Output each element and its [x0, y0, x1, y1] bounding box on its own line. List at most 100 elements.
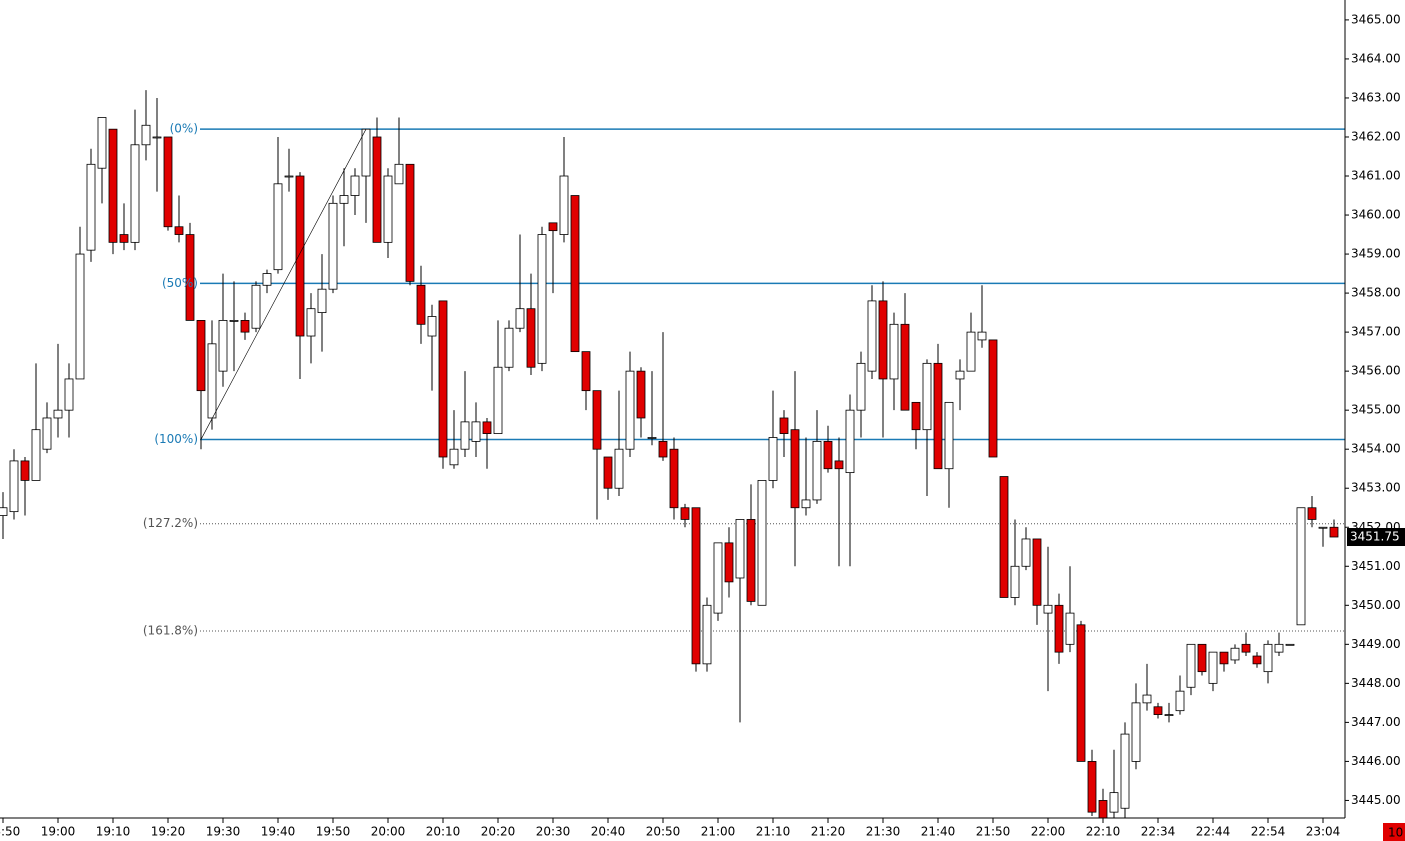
candle-body	[966, 331, 976, 372]
candle-body	[1109, 792, 1119, 813]
y-tick-label: 3447.00	[1351, 715, 1401, 729]
y-tick-label: 3458.00	[1351, 286, 1401, 300]
candle-body	[1274, 643, 1284, 653]
y-tick-label: 3460.00	[1351, 208, 1401, 222]
candle-body	[955, 370, 965, 380]
candle-body	[570, 195, 580, 353]
candle-body	[273, 183, 283, 271]
candle-body	[394, 163, 404, 185]
candle-body	[1142, 694, 1152, 704]
x-tick-label: 19:00	[41, 825, 76, 839]
candle-body	[1098, 800, 1108, 818]
candle-body	[889, 323, 899, 380]
candle-body	[449, 448, 459, 466]
candle-body	[97, 117, 107, 169]
candle-body	[86, 163, 96, 251]
candle-body	[196, 320, 206, 392]
x-tick-label: 19:30	[206, 825, 241, 839]
candle-body	[735, 519, 745, 579]
candle-body	[460, 421, 470, 450]
candle-body	[1164, 714, 1174, 716]
candle-body	[383, 175, 393, 243]
y-tick-label: 3461.00	[1351, 169, 1401, 183]
candle-body	[1329, 526, 1339, 538]
trendline	[200, 129, 367, 440]
x-tick-label: 21:40	[921, 825, 956, 839]
candle-body	[141, 124, 151, 146]
corner-box	[1383, 823, 1405, 841]
candle-body	[691, 507, 701, 665]
candle-body	[108, 128, 118, 243]
candle-body	[911, 401, 921, 431]
candle-body	[306, 308, 316, 337]
last-price-box	[1347, 528, 1405, 547]
x-tick-label: 20:20	[481, 825, 516, 839]
candle-body	[1296, 507, 1306, 626]
candle-body	[0, 507, 8, 516]
candle-body	[559, 175, 569, 235]
candle-body	[416, 284, 426, 325]
plot-area	[0, 90, 1345, 818]
corner-label: 10	[1388, 826, 1403, 840]
x-tick-label: 23:04	[1306, 825, 1341, 839]
x-tick-label: 22:54	[1251, 825, 1286, 839]
candle-body	[218, 320, 228, 372]
candle-body	[1219, 651, 1229, 665]
x-tick-label: 20:50	[646, 825, 681, 839]
candle-body	[9, 460, 19, 513]
x-tick-label: 21:20	[811, 825, 846, 839]
candle-body	[669, 448, 679, 509]
x-tick-label: 20:40	[591, 825, 626, 839]
candle-body	[636, 370, 646, 419]
candle-body	[1032, 538, 1042, 606]
candle-body	[207, 343, 217, 419]
fib-level-label: (50%)	[162, 276, 198, 290]
candle-body	[933, 362, 943, 470]
candle-body	[746, 519, 756, 602]
candle-body	[548, 222, 558, 232]
candle-body	[284, 175, 294, 178]
x-tick-label: 18:50	[0, 825, 20, 839]
x-tick-label: 21:10	[756, 825, 791, 839]
candle-body	[405, 163, 415, 282]
x-tick-label: 19:40	[261, 825, 296, 839]
candle-body	[42, 417, 52, 450]
y-tick-label: 3465.00	[1351, 12, 1401, 26]
candle-body	[658, 440, 668, 458]
candle-body	[537, 234, 547, 364]
candle-body	[768, 437, 778, 481]
x-tick-label: 20:30	[536, 825, 571, 839]
x-tick-label: 21:50	[976, 825, 1011, 839]
candle-body	[823, 440, 833, 470]
candle-body	[702, 604, 712, 665]
y-tick-label: 3463.00	[1351, 90, 1401, 104]
candle-body	[471, 421, 481, 442]
candle-body	[427, 316, 437, 337]
candle-body	[614, 448, 624, 489]
x-tick-label: 19:50	[316, 825, 351, 839]
y-tick-label: 3445.00	[1351, 793, 1401, 807]
candle-body	[1076, 624, 1086, 762]
candle-body	[845, 409, 855, 474]
y-tick-label: 3464.00	[1351, 51, 1401, 65]
fib-level-label: (0%)	[170, 122, 198, 136]
candle-body	[75, 253, 85, 380]
candle-body	[801, 499, 811, 509]
candle-body	[867, 300, 877, 372]
candle-body	[526, 308, 536, 368]
candle-body	[1120, 733, 1130, 809]
candle-body	[339, 195, 349, 204]
candle-body	[790, 429, 800, 509]
candle-body	[174, 226, 184, 235]
candle-body	[317, 288, 327, 314]
y-tick-label: 3451.00	[1351, 559, 1401, 573]
fib-level-label: (161.8%)	[143, 624, 198, 638]
candle-body	[130, 144, 140, 243]
candle-body	[1153, 706, 1163, 715]
y-tick-label: 3448.00	[1351, 676, 1401, 690]
last-price-label: 3451.75	[1350, 530, 1400, 544]
y-tick-label: 3457.00	[1351, 325, 1401, 339]
candle-body	[724, 542, 734, 583]
candle-body	[603, 456, 613, 489]
